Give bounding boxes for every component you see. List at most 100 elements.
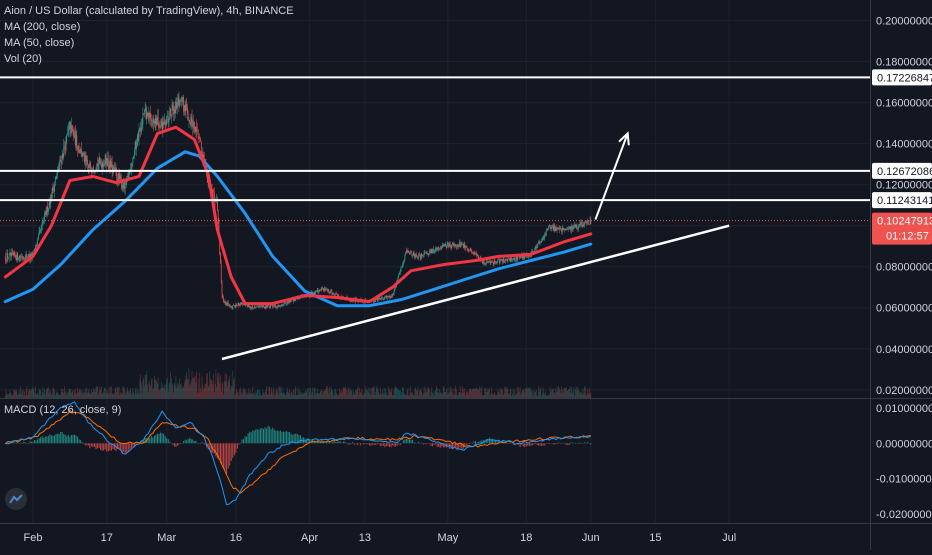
candle-body — [575, 225, 577, 228]
candle-body — [388, 296, 390, 298]
candle-body — [111, 161, 113, 173]
indicator-ma50[interactable]: MA (50, close) — [4, 37, 75, 49]
candle-body — [28, 254, 30, 259]
candle-body — [254, 306, 256, 308]
macd-histogram-bar — [359, 443, 361, 446]
tradingview-logo-icon[interactable] — [5, 488, 27, 510]
volume-bar — [71, 391, 73, 398]
indicator-ma200[interactable]: MA (200, close) — [4, 21, 81, 33]
candle-body — [398, 274, 400, 278]
candle-body — [9, 253, 11, 254]
volume-bar — [365, 386, 367, 398]
volume-bar — [290, 391, 292, 398]
drawings[interactable] — [0, 76, 870, 361]
volume-bar — [135, 387, 137, 398]
candle-body — [482, 259, 484, 263]
candle-body — [378, 297, 380, 299]
macd-histogram-bar — [278, 431, 280, 444]
volume-bar — [108, 387, 110, 398]
macd-histogram-bar — [504, 443, 506, 444]
candle-body — [414, 255, 416, 257]
macd-histogram-bar — [287, 431, 289, 444]
symbol-title[interactable]: Aion / US Dollar (calculated by TradingV… — [4, 5, 294, 17]
volume-bar — [10, 392, 12, 398]
volume-bar — [533, 390, 535, 398]
volume-bar — [351, 389, 353, 398]
macd-histogram-bar — [169, 441, 171, 444]
macd-histogram-bar — [78, 439, 80, 444]
candle-body — [44, 211, 46, 214]
volume-bar — [531, 389, 533, 398]
macd-histogram-bar — [404, 439, 406, 444]
macd-histogram-bar — [263, 429, 264, 444]
macd-histogram-bar — [410, 439, 412, 444]
candle-body — [180, 99, 182, 101]
volume-bar — [376, 388, 378, 398]
volume-bar — [366, 389, 367, 398]
macd-histogram-bar — [413, 442, 415, 444]
candle-body — [256, 306, 257, 308]
volume-bar — [470, 388, 472, 398]
candle-body — [510, 258, 512, 262]
macd-title[interactable]: MACD (12, 26, close, 9) — [4, 404, 122, 416]
candle-body — [281, 304, 283, 306]
volume-bar — [518, 387, 519, 398]
volume-bar — [204, 383, 206, 398]
macd-legend[interactable]: MACD (12, 26, close, 9) — [4, 402, 121, 418]
volume-bar — [219, 383, 221, 398]
volume-bar — [406, 390, 408, 398]
candle-body — [163, 122, 164, 125]
volume-bar — [323, 391, 325, 398]
macd-histogram-bar — [10, 442, 12, 444]
candle-body — [191, 116, 193, 122]
volume-bar — [24, 391, 25, 398]
macd-histogram-bar — [367, 443, 369, 445]
candle-body — [559, 227, 561, 230]
macd-histogram-bar — [419, 443, 421, 444]
volume-bar — [168, 384, 170, 398]
volume-bar — [246, 394, 247, 398]
volume-bar — [242, 392, 244, 398]
volume-bar — [173, 383, 175, 398]
macd-histogram-bar — [32, 441, 34, 444]
volume-bar — [569, 386, 571, 398]
candle-body — [450, 245, 452, 248]
indicator-volume[interactable]: Vol (20) — [4, 53, 42, 65]
candle-body — [491, 261, 493, 263]
candle-body — [584, 222, 586, 225]
candle-body — [89, 163, 91, 166]
candle-body — [233, 304, 235, 306]
candle-body — [546, 228, 548, 231]
volume-bar — [64, 386, 65, 398]
candle-body — [499, 259, 500, 263]
candle-body — [140, 127, 141, 133]
volume-bar — [463, 392, 465, 398]
volume-bar — [60, 394, 62, 398]
candle-body — [108, 164, 110, 169]
candle-body — [294, 299, 296, 301]
candle-body — [11, 252, 13, 254]
candle-body — [549, 225, 551, 228]
candle-body — [223, 298, 224, 302]
volume-bar — [334, 388, 336, 398]
candle-body — [429, 250, 431, 253]
candle-body — [98, 157, 100, 165]
volume-bar — [369, 388, 371, 398]
volume-bar — [180, 384, 181, 398]
macd-histogram-bar — [127, 443, 129, 452]
macd-histogram-bar — [479, 440, 481, 444]
macd-histogram-bar — [273, 429, 275, 444]
candle-body — [124, 181, 125, 190]
volume-bar — [306, 388, 308, 398]
candle-body — [582, 224, 584, 228]
candle-body — [482, 260, 483, 263]
volume-bar — [54, 389, 55, 398]
volume-bar — [465, 392, 467, 398]
volume-bar — [415, 390, 417, 398]
time-tick-label: May — [438, 532, 459, 544]
volume-bar — [274, 390, 276, 398]
candle-body — [409, 251, 411, 255]
candle-body — [241, 303, 243, 305]
volume-bar — [432, 393, 433, 398]
